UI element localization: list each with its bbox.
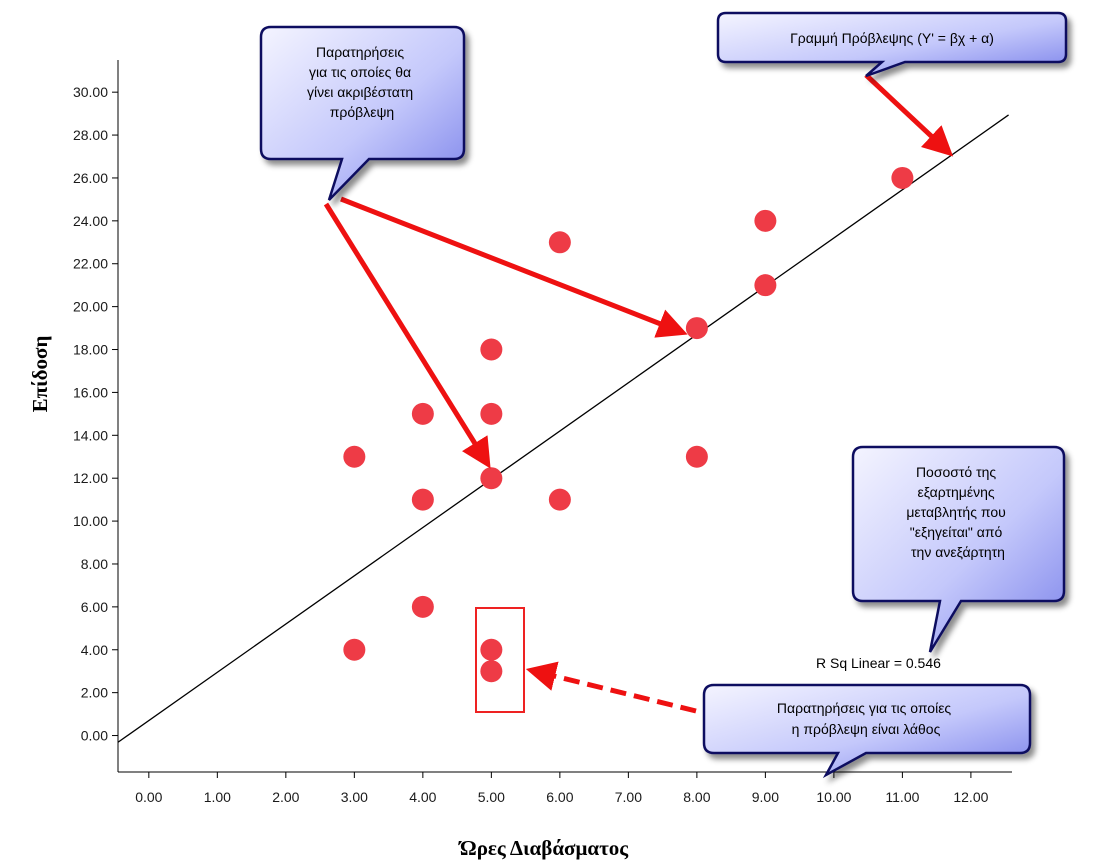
y-tick-label: 28.00 [73,127,108,143]
x-tick-label: 0.00 [135,789,162,805]
y-tick-label: 20.00 [73,299,108,315]
arrow-to-point-5-12 [323,202,491,469]
callout-prediction-line-text: Γραμμή Πρόβλεψης (Y' = βχ + α) [790,30,994,46]
data-point [754,209,777,232]
data-point [685,317,708,340]
y-tick-label: 24.00 [73,213,108,229]
data-point [411,402,434,425]
data-point [548,231,571,254]
x-tick-label: 11.00 [885,789,919,805]
x-tick-label: 9.00 [752,789,779,805]
data-point [411,595,434,618]
data-point [411,488,434,511]
data-point [343,445,366,468]
y-tick-label: 10.00 [73,513,108,529]
y-tick-label: 0.00 [81,728,108,744]
data-point [480,402,503,425]
callout-best-prediction-text: Παρατηρήσεις για τις οποίες θα γίνει ακρ… [307,44,417,120]
data-point [891,166,914,189]
data-point [480,467,503,490]
data-point [343,638,366,661]
arrow-to-wrong-points [525,661,697,714]
y-tick-label: 18.00 [73,342,108,358]
arrow-to-point-8-19 [340,196,688,338]
data-point [480,660,503,683]
callout-prediction-line [716,11,1068,78]
x-tick-label: 12.00 [953,789,988,805]
x-axis-ticks: 0.00 1.00 2.00 3.00 4.00 5.00 6.00 7.00 8.00 9.00… [135,772,989,805]
data-point [548,488,571,511]
data-point [754,274,777,297]
y-tick-label: 16.00 [73,384,108,400]
y-tick-label: 30.00 [73,84,108,100]
x-tick-label: 3.00 [341,789,368,805]
x-tick-label: 4.00 [409,789,436,805]
y-tick-label: 8.00 [81,556,108,572]
x-tick-label: 8.00 [683,789,710,805]
callout-wrong-prediction [702,683,1032,779]
annotation-arrows [323,73,954,714]
arrow-to-regression-line [864,73,954,157]
x-tick-label: 2.00 [272,789,299,805]
data-point [480,638,503,661]
x-tick-label: 6.00 [546,789,573,805]
y-tick-label: 2.00 [81,685,108,701]
x-tick-label: 7.00 [615,789,642,805]
wrong-prediction-box [475,607,525,713]
data-point [480,338,503,361]
y-tick-label: 26.00 [73,170,108,186]
callout-best-prediction [259,25,466,201]
callout-explained-variance-text: Ποσοστό της εξαρτημένης μεταβλητής που "… [906,464,1009,560]
y-tick-label: 14.00 [73,427,108,443]
y-axis-ticks: 0.00 2.00 4.00 6.00 8.00 10.00 12.00 14.00 16.00… [73,84,118,744]
y-axis-title: Επίδοση [28,336,52,413]
regression-line [117,114,1009,743]
x-axis-title: Ώρες Διαβάσματος [458,836,629,860]
y-tick-label: 6.00 [81,599,108,615]
callout-explained-variance [851,445,1066,653]
data-points [343,166,914,683]
callout-wrong-prediction-text: Παρατηρήσεις για τις οποίες η πρόβλεψη ε… [777,700,955,737]
x-tick-label: 5.00 [478,789,505,805]
data-point [685,445,708,468]
x-tick-label: 10.00 [816,789,851,805]
y-tick-label: 12.00 [73,470,108,486]
y-tick-label: 4.00 [81,642,108,658]
plot-area: 0.00 2.00 4.00 6.00 8.00 10.00 12.00 14.00 16.00… [73,60,1012,805]
r-squared-label: R Sq Linear = 0.546 [816,655,941,671]
x-tick-label: 1.00 [204,789,231,805]
y-tick-label: 22.00 [73,256,108,272]
